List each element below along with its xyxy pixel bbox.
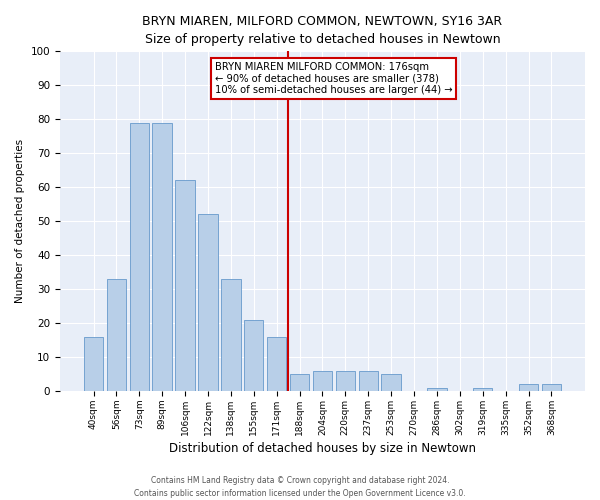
Bar xyxy=(198,214,218,391)
Bar xyxy=(519,384,538,391)
Bar xyxy=(244,320,263,391)
Title: BRYN MIAREN, MILFORD COMMON, NEWTOWN, SY16 3AR
Size of property relative to deta: BRYN MIAREN, MILFORD COMMON, NEWTOWN, SY… xyxy=(142,15,503,46)
Bar xyxy=(130,122,149,391)
Bar xyxy=(359,370,378,391)
X-axis label: Distribution of detached houses by size in Newtown: Distribution of detached houses by size … xyxy=(169,442,476,455)
Bar xyxy=(175,180,195,391)
Bar xyxy=(313,370,332,391)
Bar xyxy=(335,370,355,391)
Bar xyxy=(427,388,446,391)
Bar xyxy=(221,279,241,391)
Text: Contains HM Land Registry data © Crown copyright and database right 2024.
Contai: Contains HM Land Registry data © Crown c… xyxy=(134,476,466,498)
Bar xyxy=(152,122,172,391)
Bar xyxy=(84,336,103,391)
Bar xyxy=(382,374,401,391)
Bar xyxy=(290,374,309,391)
Bar xyxy=(107,279,126,391)
Bar xyxy=(473,388,493,391)
Bar xyxy=(542,384,561,391)
Text: BRYN MIAREN MILFORD COMMON: 176sqm
← 90% of detached houses are smaller (378)
10: BRYN MIAREN MILFORD COMMON: 176sqm ← 90%… xyxy=(215,62,452,94)
Bar xyxy=(267,336,286,391)
Y-axis label: Number of detached properties: Number of detached properties xyxy=(15,139,25,303)
